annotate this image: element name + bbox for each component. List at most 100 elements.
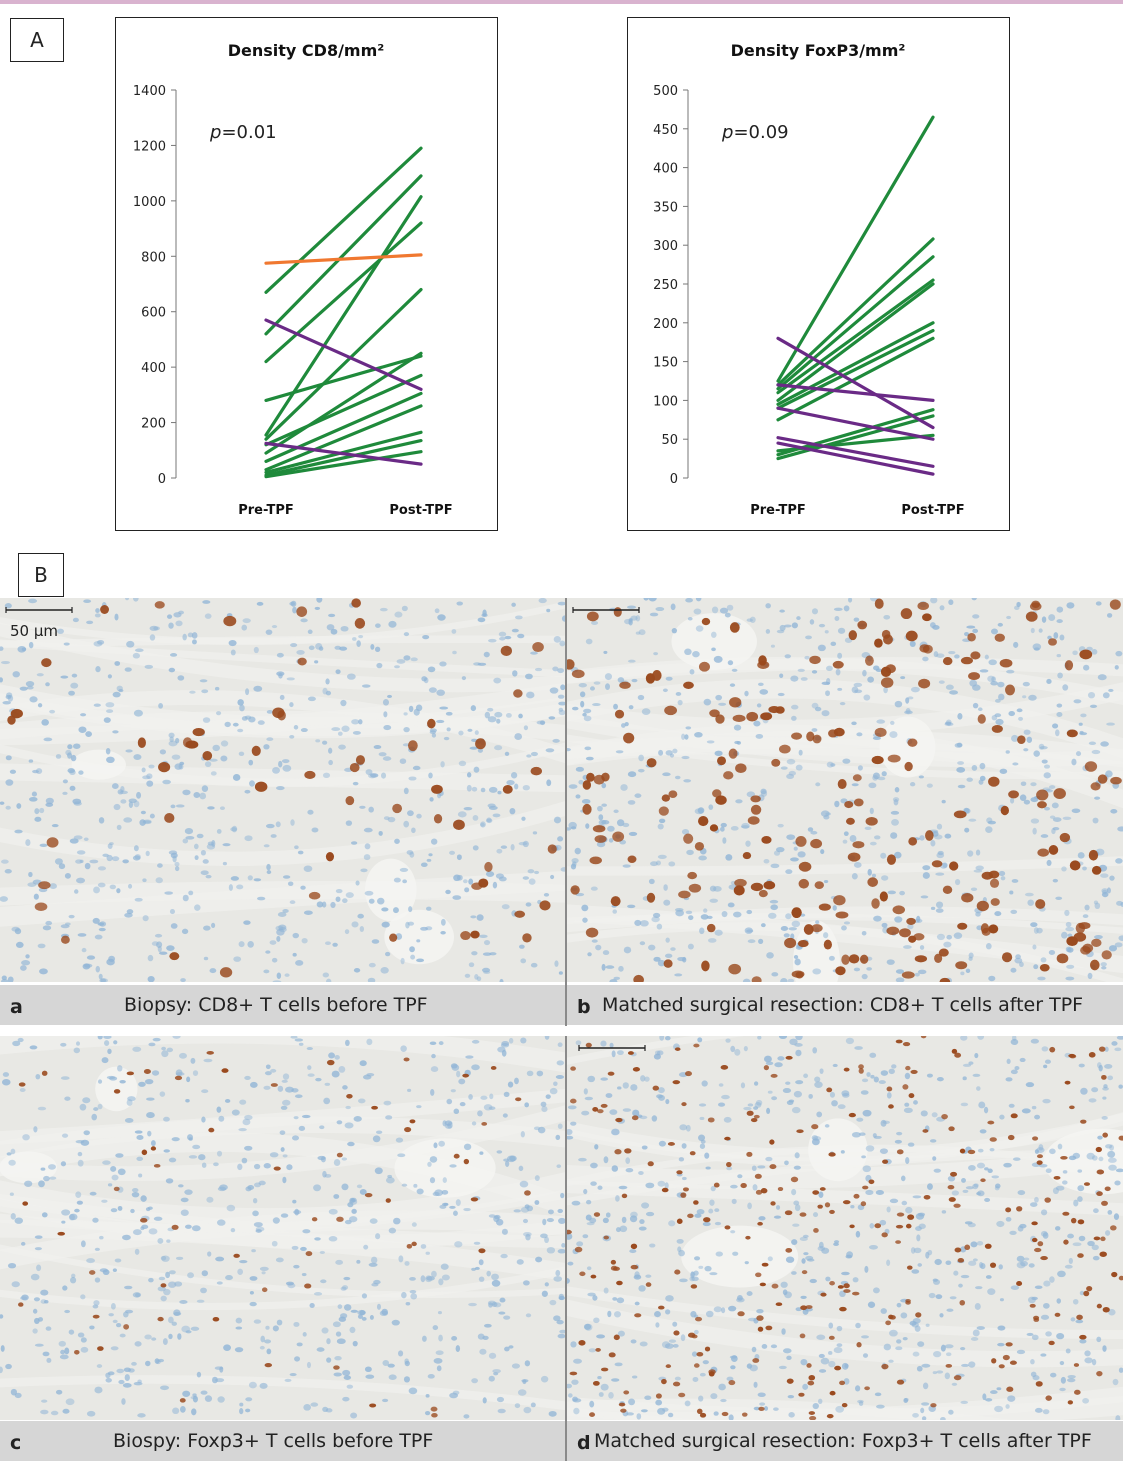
nucleus <box>216 829 222 834</box>
nucleus <box>731 668 738 672</box>
stained-cell <box>1079 1334 1087 1340</box>
nucleus <box>933 1350 942 1358</box>
nucleus <box>730 1045 736 1053</box>
nucleus <box>900 676 906 680</box>
stained-cell <box>345 796 355 806</box>
nucleus <box>785 1256 795 1263</box>
nucleus <box>351 719 360 725</box>
nucleus <box>602 1217 609 1224</box>
caption-b-text: Matched surgical resection: CD8+ T cells… <box>602 994 1084 1016</box>
nucleus <box>945 1260 952 1265</box>
nucleus <box>245 1408 251 1413</box>
stained-cell <box>57 1231 65 1236</box>
nucleus <box>168 732 175 738</box>
nucleus <box>61 1209 71 1216</box>
nucleus <box>58 863 66 870</box>
stained-cell <box>1045 1395 1052 1401</box>
stained-cell <box>960 656 973 665</box>
nucleus <box>420 1244 427 1249</box>
nucleus <box>291 1245 299 1250</box>
nucleus <box>1049 1148 1056 1155</box>
nucleus <box>124 1117 134 1123</box>
stained-cell <box>806 731 815 742</box>
nucleus <box>289 1373 297 1377</box>
nucleus <box>509 807 516 815</box>
series-line-green <box>264 391 423 463</box>
nucleus <box>438 1041 444 1046</box>
nucleus <box>965 968 971 973</box>
nucleus <box>1023 799 1031 805</box>
series-line-purple <box>264 318 423 391</box>
nucleus <box>1052 878 1059 883</box>
stained-cell <box>841 954 850 965</box>
stained-cell <box>681 1102 687 1107</box>
nucleus <box>1091 1087 1099 1093</box>
nucleus <box>675 692 682 696</box>
stained-cell <box>1098 1046 1106 1052</box>
nucleus <box>1012 762 1019 766</box>
nucleus <box>92 1304 99 1309</box>
nucleus <box>1012 1157 1021 1161</box>
nucleus <box>36 1264 42 1272</box>
stained-cell <box>835 911 849 919</box>
nucleus <box>578 682 587 688</box>
nucleus <box>169 736 174 743</box>
stained-cell <box>431 1413 438 1418</box>
nucleus <box>975 849 981 856</box>
stained-cell <box>846 817 855 825</box>
nucleus <box>946 1308 954 1312</box>
nucleus <box>607 1310 612 1318</box>
nucleus <box>171 1321 177 1326</box>
nucleus <box>1022 695 1027 699</box>
nucleus <box>1109 875 1115 881</box>
nucleus <box>558 707 564 712</box>
nucleus <box>780 977 788 982</box>
stained-cell <box>1040 1256 1048 1261</box>
stroma-streak <box>0 690 565 764</box>
stained-cell <box>1091 938 1102 947</box>
stained-cell <box>895 1039 903 1044</box>
nucleus <box>0 646 4 651</box>
nucleus <box>800 677 808 681</box>
nucleus <box>1106 887 1111 894</box>
nucleus <box>919 945 925 950</box>
nucleus <box>1082 1398 1090 1404</box>
nucleus <box>325 941 331 946</box>
stained-cell <box>595 1347 601 1352</box>
nucleus <box>996 1387 1002 1391</box>
nucleus <box>1055 896 1063 901</box>
nucleus <box>45 797 54 805</box>
stained-cell <box>646 758 657 768</box>
nucleus <box>695 625 704 632</box>
stroma-streak <box>0 1132 565 1216</box>
nucleus <box>791 622 798 629</box>
nucleus <box>903 945 912 949</box>
nucleus <box>401 605 408 612</box>
nucleus <box>216 1106 222 1113</box>
nucleus <box>1030 1359 1035 1365</box>
stained-cell <box>698 816 709 827</box>
nucleus <box>720 822 727 828</box>
nucleus <box>896 1131 903 1136</box>
nucleus <box>104 1040 110 1047</box>
stained-cell <box>1037 1241 1044 1247</box>
nucleus <box>432 1325 439 1331</box>
nucleus <box>1018 716 1023 721</box>
nucleus <box>809 1278 817 1284</box>
stained-cell <box>867 877 879 887</box>
nucleus <box>940 1416 946 1420</box>
nucleus <box>1019 1057 1026 1063</box>
stroma-streak <box>0 639 565 678</box>
nucleus <box>530 1402 536 1408</box>
nucleus <box>278 926 287 933</box>
divider-ab <box>565 598 567 1026</box>
nucleus <box>1056 606 1064 613</box>
nucleus <box>1030 818 1040 824</box>
nucleus <box>773 1215 782 1219</box>
stained-cell <box>143 1069 151 1074</box>
nucleus <box>1101 891 1109 898</box>
stained-cell <box>721 1411 729 1417</box>
nucleus <box>793 846 798 851</box>
stained-cell <box>763 881 776 890</box>
nucleus <box>204 613 212 619</box>
